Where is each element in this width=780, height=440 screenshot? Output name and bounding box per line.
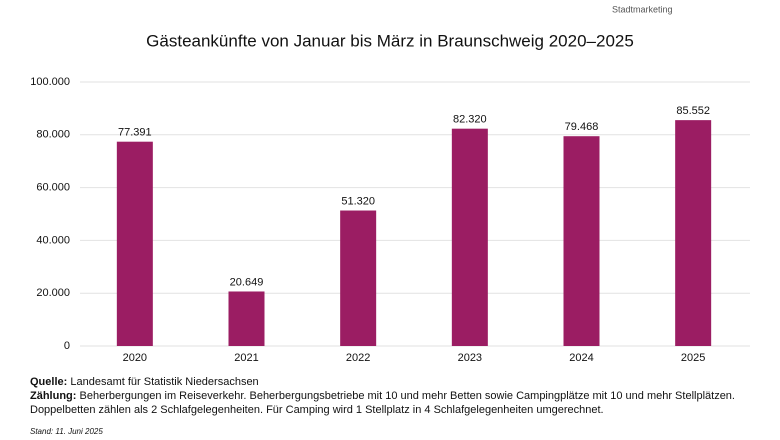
x-tick-label: 2022 — [346, 352, 370, 364]
x-tick-label: 2020 — [123, 352, 147, 364]
bar — [228, 291, 265, 346]
bar — [451, 128, 488, 346]
x-tick-label: 2025 — [681, 352, 705, 364]
date-note: Stand: 11. Juni 2025 — [30, 427, 103, 436]
value-label: 79.468 — [565, 121, 599, 133]
y-tick-label: 20.000 — [36, 287, 70, 299]
bar — [675, 120, 712, 346]
source-note: Quelle: Landesamt für Statistik Niedersa… — [30, 376, 259, 388]
value-label: 82.320 — [453, 114, 487, 126]
bar — [563, 136, 600, 346]
y-tick-label: 80.000 — [36, 129, 70, 141]
value-label: 77.391 — [118, 127, 152, 139]
logo-text: Stadtmarketing — [612, 4, 673, 14]
chart-title: Gästeankünfte von Januar bis März in Bra… — [146, 31, 634, 50]
bar — [340, 210, 377, 346]
count-note-2: Doppelbetten zählen als 2 Schlafgelegenh… — [30, 404, 604, 416]
source-label: Quelle: — [30, 376, 67, 388]
value-label: 85.552 — [676, 105, 710, 117]
y-tick-label: 60.000 — [36, 182, 70, 194]
value-label: 20.649 — [230, 276, 264, 288]
y-tick-label: 100.000 — [30, 76, 70, 88]
value-label: 51.320 — [341, 195, 375, 207]
count-text: Beherbergungen im Reiseverkehr. Beherber… — [80, 390, 735, 402]
count-label: Zählung: — [30, 390, 76, 402]
bar — [116, 141, 153, 346]
y-tick-label: 40.000 — [36, 234, 70, 246]
count-note: Zählung: Beherbergungen im Reiseverkehr.… — [30, 390, 735, 402]
y-tick-label: 0 — [64, 340, 70, 352]
source-text: Landesamt für Statistik Niedersachsen — [70, 376, 258, 388]
x-tick-label: 2021 — [234, 352, 258, 364]
x-tick-label: 2024 — [569, 352, 593, 364]
x-tick-label: 2023 — [458, 352, 482, 364]
